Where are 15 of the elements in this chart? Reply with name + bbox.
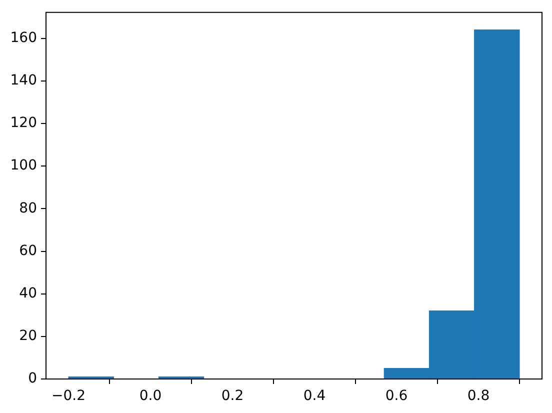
x-tick-label: 0.0 xyxy=(139,388,162,404)
y-tick-label: 140 xyxy=(10,72,37,89)
y-tick-label: 120 xyxy=(10,115,37,132)
x-tick-label: 0.8 xyxy=(467,388,490,404)
y-tick-label: 80 xyxy=(19,200,37,216)
y-tick-label: 20 xyxy=(19,328,37,344)
y-tick-label: 100 xyxy=(10,158,37,174)
y-tick-label: 60 xyxy=(19,242,37,259)
x-tick-label: −0.2 xyxy=(52,388,86,404)
x-tick-label: 0.6 xyxy=(385,388,408,404)
y-tick-label: 0 xyxy=(28,370,37,387)
x-tick-label: 0.4 xyxy=(303,388,326,404)
x-tick-label: 0.2 xyxy=(221,388,244,404)
y-tick-label: 40 xyxy=(19,285,37,302)
y-tick-label: 160 xyxy=(10,30,37,46)
